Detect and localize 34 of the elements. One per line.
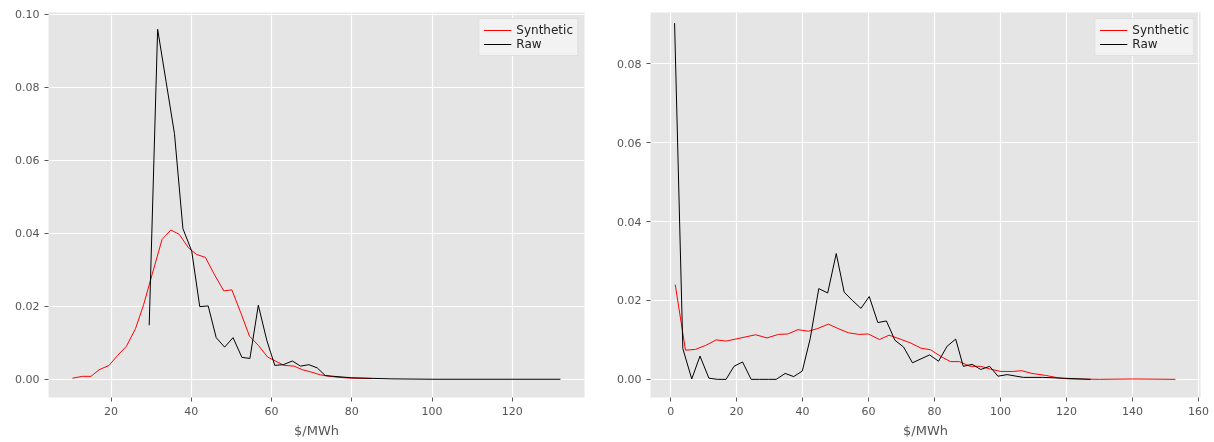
x-tick-label: 20 [104, 404, 119, 418]
x-tick-label: 40 [184, 404, 199, 418]
y-tick-label: 0.04 [617, 215, 642, 229]
line-series [674, 284, 1176, 380]
legend-label: Raw [1132, 37, 1158, 51]
x-axis-title: $/MWh [903, 422, 948, 438]
x-tick-label: 100 [990, 404, 1012, 418]
y-tick-label: 0.00 [617, 373, 642, 387]
x-tick-label: 20 [729, 404, 744, 418]
y-tick-label: 0.06 [15, 154, 40, 168]
y-tick-label: 0.08 [15, 81, 40, 95]
y-tick-label: 0.00 [15, 373, 40, 387]
x-tick-label: 140 [1122, 404, 1144, 418]
x-tick-label: 160 [1188, 404, 1210, 418]
x-tick-label: 120 [501, 404, 523, 418]
x-axis-title: $/MWh [294, 422, 339, 438]
x-tick-label: 80 [927, 404, 942, 418]
x-tick-label: 120 [1056, 404, 1078, 418]
y-tick-label: 0.04 [15, 227, 40, 241]
x-tick-label: 100 [421, 404, 443, 418]
y-tick-label: 0.02 [617, 294, 642, 308]
y-tick-label: 0.02 [15, 300, 40, 314]
x-tick-label: 60 [861, 404, 876, 418]
legend-label: Raw [516, 37, 542, 51]
x-tick-label: 0 [667, 404, 675, 418]
x-tick-label: 40 [795, 404, 810, 418]
y-tick-label: 0.08 [617, 57, 642, 71]
y-tick-label: 0.10 [15, 8, 40, 22]
legend-label: Synthetic [516, 23, 573, 37]
line-series [674, 22, 1092, 380]
y-tick-label: 0.06 [617, 136, 642, 150]
x-tick-label: 60 [264, 404, 279, 418]
legend-label: Synthetic [1132, 23, 1189, 37]
x-tick-label: 80 [344, 404, 359, 418]
